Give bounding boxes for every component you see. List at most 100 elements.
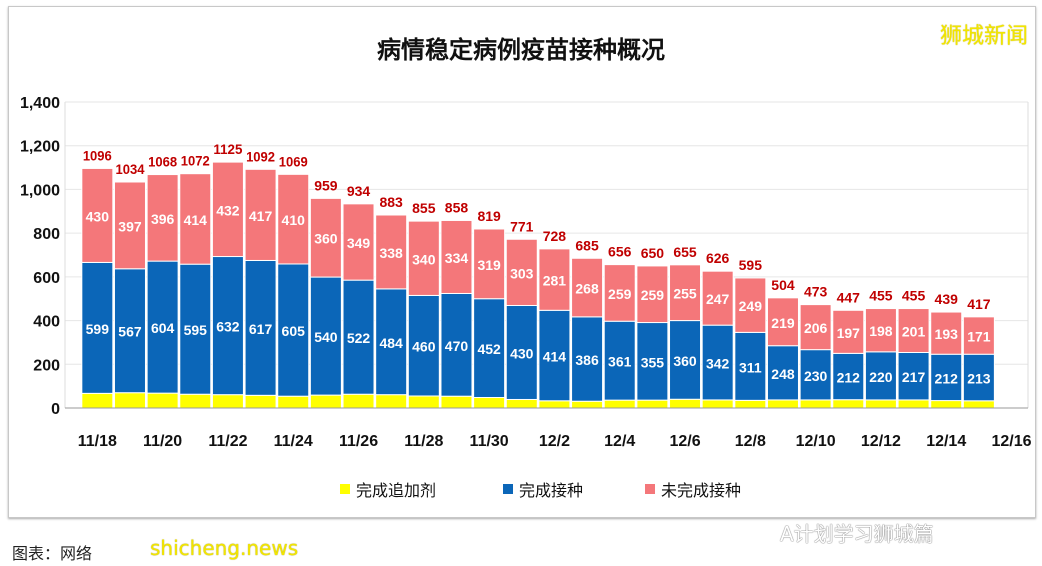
bar-segment [701,324,734,401]
bar-segment [179,263,212,395]
data-label: 198 [869,323,893,339]
bar-segment [897,308,930,353]
y-tick-label: 0 [51,401,60,418]
bar-segment [669,320,702,400]
bar-segment [113,392,146,409]
data-label: 604 [151,320,175,336]
watermark-bottom-right: A计划学习狮城篇 [780,522,934,546]
y-tick-label: 1,400 [20,95,60,112]
bar-segment [440,395,473,409]
data-label: 281 [543,273,567,289]
data-label: 201 [902,324,926,340]
bar-segment [701,399,734,409]
data-label: 212 [837,370,861,386]
data-label: 268 [575,281,599,297]
bar-segment [930,353,963,402]
bar-segment [473,298,506,399]
x-tick-label: 11/18 [78,433,117,450]
legend-label: 完成追加剂 [356,481,436,500]
legend-label: 未完成接种 [661,481,741,500]
total-label: 819 [477,208,501,224]
total-label: 728 [543,228,567,244]
bar-segment [766,399,799,409]
data-label: 617 [249,321,273,337]
total-label: 959 [314,177,338,193]
data-label: 197 [837,325,861,341]
data-label: 311 [739,359,762,375]
bar-segment [113,181,146,270]
bar-segment [864,399,897,409]
data-label: 259 [641,287,665,303]
bar-segment [505,398,538,409]
bar-segment [473,397,506,409]
data-label: 484 [379,335,403,351]
total-label: 858 [445,199,469,215]
bar-segment [669,398,702,409]
y-tick-label: 1,200 [20,139,60,156]
data-label: 249 [739,298,763,314]
data-label: 193 [935,326,959,342]
total-label: 685 [575,237,599,253]
bar-segment [407,395,440,409]
bar-segment [897,351,930,401]
bar-segment [930,311,963,355]
bar-segment [571,257,604,318]
bar-segment [440,219,473,294]
data-label: 220 [869,369,893,385]
bar-segment [113,268,146,394]
data-label: 334 [445,250,469,266]
bar-segment [375,214,408,290]
data-label: 605 [282,323,306,339]
x-tick-label: 11/22 [208,433,247,450]
x-tick-label: 12/2 [539,433,570,450]
bar-segment [766,345,799,401]
data-label: 417 [249,208,273,224]
bar-segment [179,393,212,409]
y-tick-label: 200 [33,357,60,374]
bar-segment [799,349,832,401]
total-label: 473 [804,284,828,300]
total-label: 1034 [115,161,144,177]
bar-segment [603,320,636,401]
total-label: 417 [967,296,991,312]
bar-segment [636,265,669,324]
x-tick-label: 12/10 [796,433,836,450]
total-label: 1092 [246,148,275,164]
data-label: 522 [347,330,371,346]
bar-segment [244,394,277,409]
watermark-bottom-left: shicheng.news [150,536,299,560]
legend-swatch [340,484,350,494]
bar-segment [962,353,995,402]
data-label: 470 [445,338,469,354]
x-tick-label: 11/28 [404,433,443,450]
data-label: 259 [608,286,632,302]
data-label: 230 [804,368,828,384]
x-tick-label: 11/30 [470,433,509,450]
legend-label: 完成接种 [519,481,583,500]
data-label: 247 [706,291,730,307]
bar-segment [766,297,799,347]
data-label: 248 [771,366,795,382]
bar-segment [799,304,832,351]
bar-segment [146,174,179,262]
data-label: 340 [412,251,436,267]
x-tick-label: 11/26 [339,433,378,450]
total-label: 656 [608,244,632,260]
data-label: 361 [608,354,632,370]
bar-segment [407,294,440,397]
total-label: 771 [510,218,534,234]
bar-segment [832,309,865,354]
data-label: 430 [510,345,534,361]
bar-segment [179,173,212,265]
x-tick-label: 12/6 [669,433,700,450]
data-label: 360 [673,353,697,369]
bar-segment [146,260,179,394]
total-label: 855 [412,200,436,216]
total-label: 1069 [279,153,308,169]
bar-segment [81,167,114,263]
y-tick-label: 600 [33,270,60,287]
data-label: 452 [477,341,501,357]
total-label: 883 [379,194,403,210]
bar-segment [505,238,538,306]
